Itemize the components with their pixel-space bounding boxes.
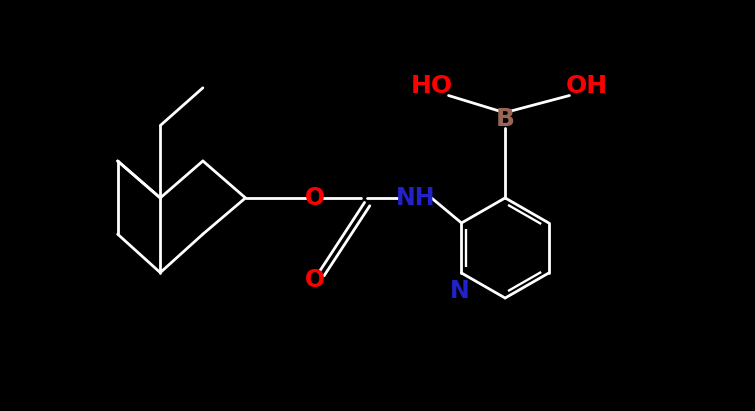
- Text: OH: OH: [565, 74, 608, 98]
- Text: O: O: [305, 268, 325, 292]
- Text: N: N: [450, 279, 470, 303]
- Text: NH: NH: [396, 186, 436, 210]
- Text: HO: HO: [411, 74, 452, 98]
- Text: O: O: [305, 186, 325, 210]
- Text: B: B: [495, 106, 515, 131]
